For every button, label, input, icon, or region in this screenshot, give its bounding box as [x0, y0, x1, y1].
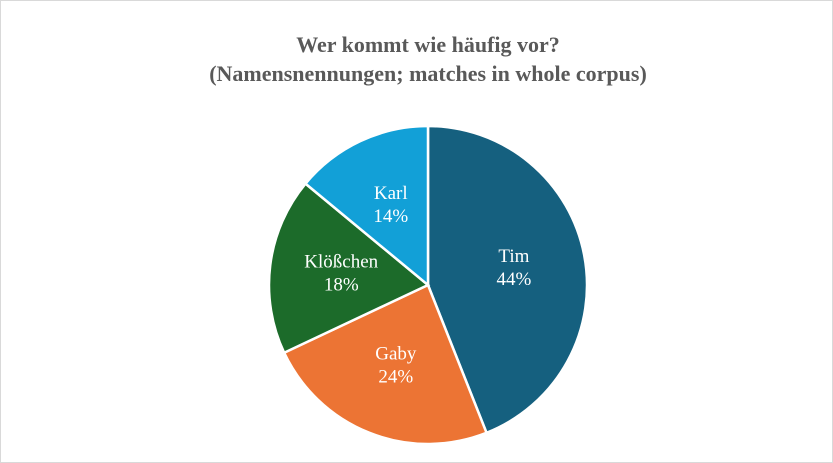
- pie-slice: [267, 181, 431, 355]
- slice-name: Klößchen: [304, 251, 378, 272]
- pie-slice: [282, 283, 489, 446]
- chart-subtitle: (Namensnennungen; matches in whole corpu…: [209, 61, 647, 86]
- slice-value: 18%: [324, 274, 359, 295]
- pie-slice: [303, 124, 430, 288]
- slice-name: Gaby: [375, 344, 417, 365]
- chart-title: Wer kommt wie häufig vor?: [296, 32, 560, 57]
- slice-value: 24%: [378, 367, 413, 388]
- slice-value: 44%: [496, 269, 531, 290]
- slice-name: Karl: [374, 183, 408, 204]
- slice-value: 14%: [373, 206, 408, 227]
- pie-slice: [426, 124, 589, 435]
- slice-name: Tim: [498, 246, 529, 267]
